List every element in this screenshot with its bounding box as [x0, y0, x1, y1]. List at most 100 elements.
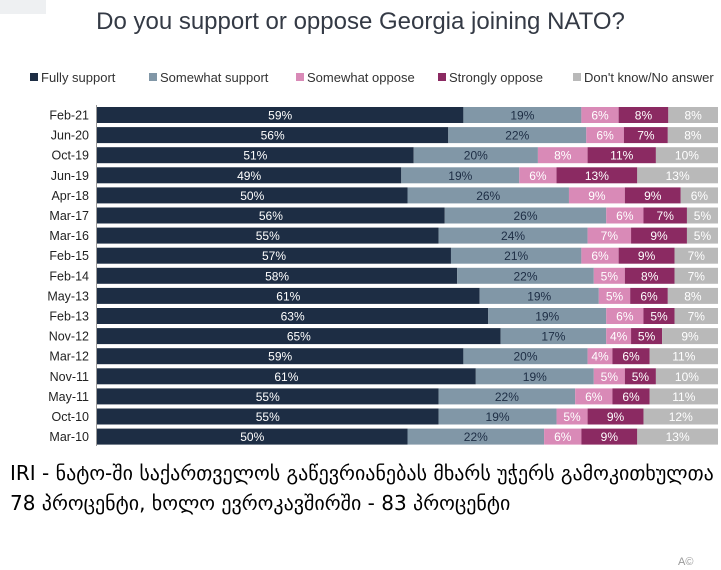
legend-item: Don't know/No answer [573, 68, 714, 86]
bar-segment [568, 187, 625, 204]
legend-swatch [296, 73, 304, 81]
data-label: 13% [666, 430, 690, 444]
data-label: 63% [281, 310, 305, 324]
bar-segment [631, 328, 663, 345]
bar-segment [637, 167, 718, 184]
y-tick-label: Oct-19 [51, 149, 89, 163]
bar-segment [463, 107, 582, 123]
data-label: 50% [240, 430, 264, 444]
legend-label: Somewhat oppose [307, 69, 415, 85]
legend-item: Somewhat support [149, 68, 268, 86]
data-label: 9% [601, 430, 619, 444]
data-label: 5% [601, 370, 619, 384]
data-label: 9% [607, 410, 625, 424]
bar-segment [612, 388, 650, 405]
data-label: 11% [672, 350, 695, 364]
data-label: 57% [262, 249, 286, 263]
data-label: 22% [464, 430, 488, 444]
bar-segment [97, 408, 439, 425]
data-label: 19% [486, 410, 510, 424]
bar-segment [463, 348, 588, 365]
data-label: 6% [529, 169, 547, 183]
y-tick-label: Mar-10 [49, 430, 89, 444]
legend-item: Somewhat oppose [296, 68, 415, 86]
bar-segment [519, 167, 557, 184]
bar-segment [618, 107, 669, 123]
data-label: 9% [588, 189, 606, 203]
bar-segment [97, 368, 476, 385]
data-label: 5% [601, 269, 619, 283]
data-label: 56% [261, 129, 285, 143]
bar-segment [97, 287, 480, 304]
data-label: 56% [259, 209, 283, 223]
data-label: 6% [640, 289, 658, 303]
data-label: 9% [644, 189, 662, 203]
data-label: 5% [650, 310, 668, 324]
legend-swatch [30, 73, 38, 81]
bar-segment [587, 348, 613, 365]
article-headline: IRI - ნატო-ში საქართველოს გაწევრიანებას … [10, 461, 714, 515]
data-label: 6% [691, 189, 709, 203]
bar-segment [488, 308, 607, 324]
y-tick-label: Feb-21 [49, 109, 89, 123]
data-label: 7% [688, 249, 706, 263]
bar-segment [97, 227, 439, 244]
bar-segment [686, 227, 718, 244]
bar-segment [623, 127, 668, 144]
legend-item: Fully support [30, 68, 115, 86]
bar-segment [630, 287, 668, 304]
y-tick-label: Feb-14 [49, 269, 89, 283]
bar-segment [606, 308, 644, 324]
bar-segment [457, 267, 594, 284]
data-label: 61% [276, 289, 300, 303]
data-label: 17% [541, 330, 565, 344]
data-label: 49% [237, 169, 261, 183]
y-tick-label: Mar-17 [49, 209, 89, 223]
legend-swatch [438, 73, 446, 81]
data-label: 5% [638, 330, 656, 344]
bar-segment [97, 267, 458, 284]
bar-segment [587, 227, 632, 244]
data-label: 13% [666, 169, 690, 183]
data-label: 12% [669, 410, 693, 424]
data-label: 20% [464, 149, 488, 163]
y-tick-label: May-11 [48, 390, 89, 404]
bar-segment [586, 127, 624, 144]
data-label: 8% [684, 109, 702, 123]
bar-segment [401, 167, 520, 184]
bar-segment [500, 328, 607, 345]
bar-segment [97, 428, 408, 445]
legend-swatch [573, 73, 581, 81]
bar-segment [97, 107, 464, 123]
bar-segment [606, 328, 632, 345]
data-label: 11% [610, 149, 633, 163]
data-label: 21% [504, 249, 528, 263]
bar-segment [97, 348, 464, 365]
y-tick-label: Feb-13 [49, 310, 89, 324]
bar-segment [475, 368, 594, 385]
y-tick-label: Mar-12 [49, 350, 89, 364]
legend-label: Don't know/No answer [584, 69, 714, 85]
bar-segment [606, 207, 644, 224]
data-label: 26% [513, 209, 537, 223]
legend-swatch [149, 73, 157, 81]
data-label: 6% [585, 390, 603, 404]
bar-segment [97, 247, 451, 264]
bar-segment [556, 408, 588, 425]
data-label: 19% [527, 289, 551, 303]
data-label: 6% [596, 129, 614, 143]
bar-segment [674, 247, 718, 264]
bar-segment [686, 207, 718, 224]
data-label: 55% [256, 390, 280, 404]
data-label: 65% [287, 330, 311, 344]
data-label: 6% [554, 430, 572, 444]
data-label: 10% [675, 149, 699, 163]
bar-segment [581, 428, 638, 445]
bar-segment [668, 107, 718, 123]
data-label: 5% [632, 370, 650, 384]
data-label: 55% [256, 229, 280, 243]
data-label: 8% [554, 149, 572, 163]
y-tick-label: Jun-20 [51, 129, 89, 143]
data-label: 22% [513, 269, 537, 283]
data-label: 6% [616, 310, 634, 324]
